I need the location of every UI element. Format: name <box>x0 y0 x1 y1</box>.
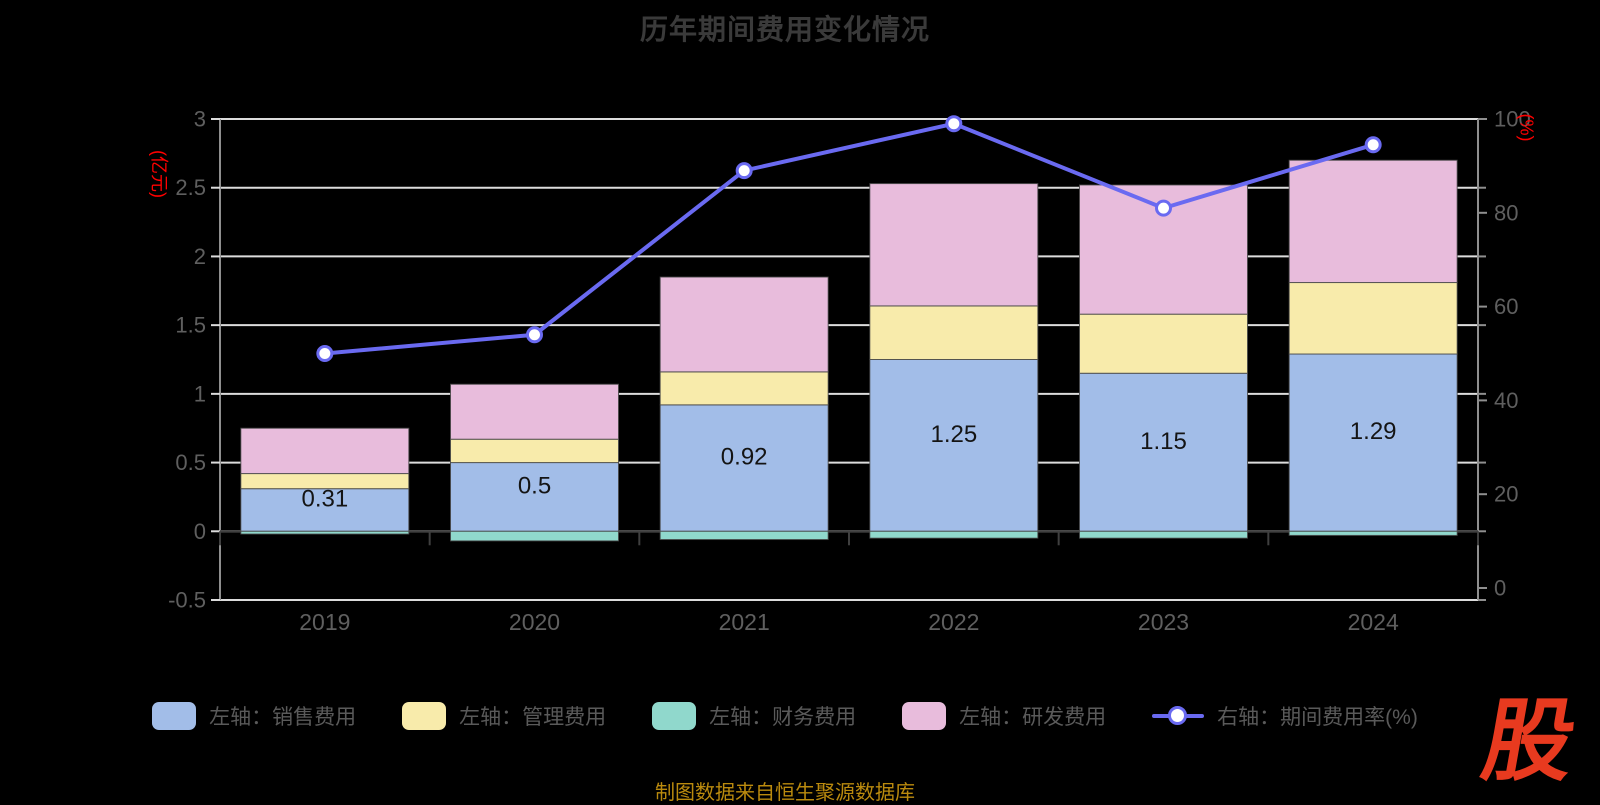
bar-value-label: 1.15 <box>1140 428 1187 455</box>
bar-segment <box>1079 313 1248 374</box>
x-axis-label: 2022 <box>928 609 979 635</box>
line-marker <box>526 326 543 344</box>
legend-label: 右轴：期间费用率(%) <box>1217 706 1418 729</box>
legend-swatch-icon <box>152 702 197 730</box>
legend-label: 左轴：财务费用 <box>709 706 857 729</box>
legend-dot-icon <box>1168 706 1188 725</box>
bar-segment <box>240 427 410 475</box>
right-axis-tick-label: 40 <box>1494 388 1518 413</box>
legend-line-marker-icon <box>1152 702 1205 730</box>
legend-swatch-icon <box>652 702 697 730</box>
bar-value-label: 1.25 <box>930 421 977 448</box>
bar-segment <box>659 530 829 541</box>
legend-item-4[interactable]: 左轴：研发费用 <box>902 701 1106 731</box>
bar-segment <box>450 530 619 542</box>
right-axis-tick-label: 60 <box>1494 294 1518 319</box>
right-axis-tick-label: 20 <box>1494 482 1518 507</box>
bar-segment <box>869 183 1039 307</box>
legend-swatch-icon <box>402 702 447 730</box>
line-marker <box>1155 199 1172 217</box>
legend-label: 左轴：研发费用 <box>959 706 1107 729</box>
x-axis-label: 2023 <box>1138 609 1189 635</box>
bar-value-label: 1.29 <box>1350 418 1397 445</box>
logo-text: 股 <box>1475 692 1583 792</box>
legend: 左轴：销售费用 左轴：管理费用 左轴：财务费用 左轴：研发费用 右轴：期间费用率(%) <box>0 701 1570 731</box>
bar-segment <box>450 462 619 532</box>
legend-item-1[interactable]: 左轴：销售费用 <box>152 701 356 731</box>
bar-segment <box>240 530 410 535</box>
bar-segment <box>1288 282 1458 355</box>
chart-title: 历年期间费用变化情况 <box>639 14 930 45</box>
bar-segment <box>1079 530 1248 539</box>
legend-swatch-icon <box>902 702 947 730</box>
left-axis-tick-label: 0.5 <box>175 450 206 475</box>
bar-segment <box>869 530 1039 539</box>
bar-segment <box>240 488 410 532</box>
bar-value-label: 0.31 <box>301 485 348 512</box>
line-marker <box>945 115 963 133</box>
bar-segment <box>869 305 1039 361</box>
left-axis-tick-label: 1.5 <box>175 313 206 338</box>
rate-line <box>322 121 1376 356</box>
left-axis-tick-label: 2 <box>194 244 206 269</box>
legend-item-3[interactable]: 左轴：财务费用 <box>652 701 856 731</box>
x-axis-label: 2021 <box>719 609 770 635</box>
legend-item-2[interactable]: 左轴：管理费用 <box>402 701 606 731</box>
bar-segment <box>869 359 1039 532</box>
left-axis-name: (亿元) <box>149 150 169 198</box>
left-axis-tick-label: -0.5 <box>168 588 206 613</box>
left-axis-tick-label: 2.5 <box>175 175 206 200</box>
bar-segment <box>450 438 619 464</box>
x-axis-label: 2019 <box>299 609 350 635</box>
legend-item-5[interactable]: 右轴：期间费用率(%) <box>1152 701 1418 731</box>
x-axis-label: 2020 <box>509 609 560 635</box>
x-axis-label: 2024 <box>1348 609 1399 635</box>
line-marker <box>1364 136 1382 154</box>
left-axis-tick-label: 3 <box>194 107 206 132</box>
bar-value-label: 0.5 <box>518 472 551 499</box>
right-axis-tick-label: 100 <box>1494 107 1531 132</box>
legend-label: 左轴：管理费用 <box>459 706 607 729</box>
right-axis-tick-label: 80 <box>1494 200 1518 225</box>
line-marker <box>735 162 753 180</box>
bar-segment <box>659 404 829 532</box>
bar-segment <box>1288 159 1458 284</box>
bar-segment <box>659 371 829 406</box>
legend-label: 左轴：销售费用 <box>209 706 357 729</box>
right-axis-name: (%) <box>1516 113 1537 142</box>
bar-segment <box>1288 353 1458 532</box>
line-marker <box>316 345 334 362</box>
bar-segment <box>450 383 619 440</box>
bar-value-label: 0.92 <box>721 444 768 471</box>
right-axis-tick-label: 0 <box>1494 576 1506 601</box>
bar-segment <box>659 276 829 373</box>
left-axis-tick-label: 1 <box>194 381 206 406</box>
source-note: 制图数据来自恒生聚源数据库 <box>655 782 915 804</box>
bar-segment <box>1288 530 1458 536</box>
left-axis-tick-label: 0 <box>194 519 206 544</box>
